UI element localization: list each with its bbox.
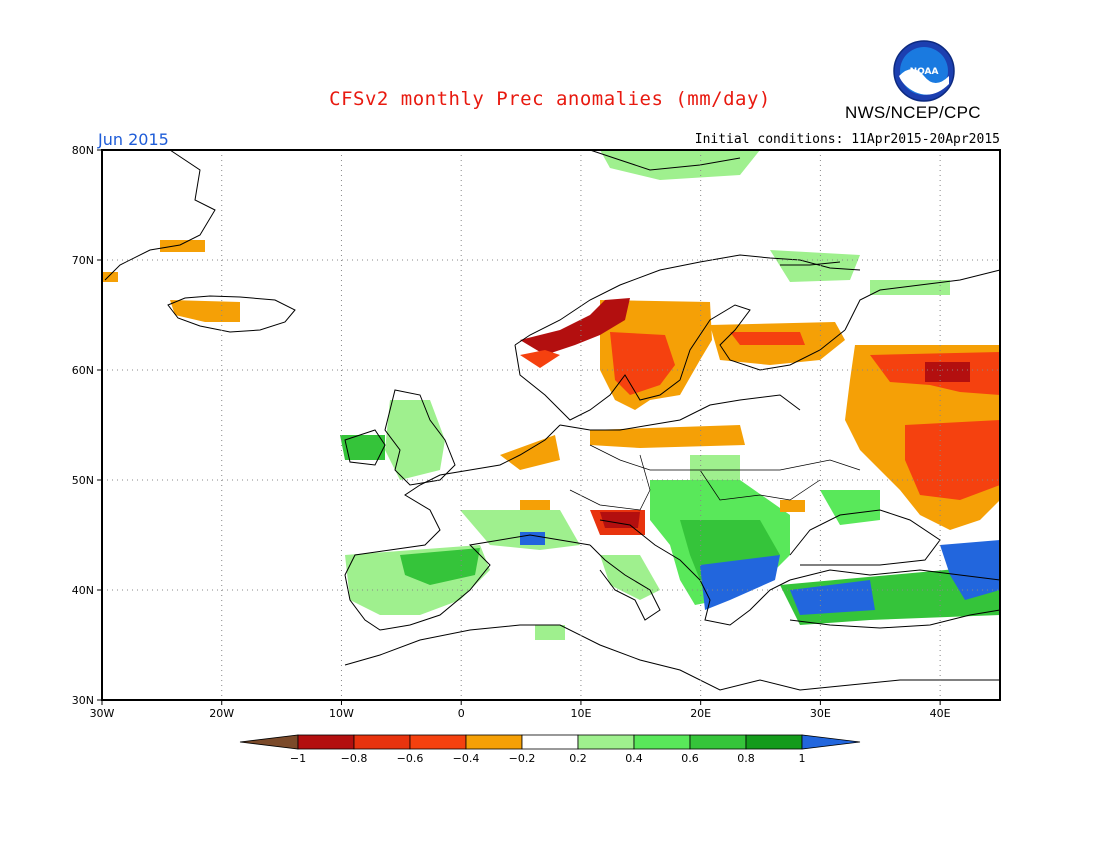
month-label: Jun 2015: [98, 130, 169, 149]
lat-tick-label: 50N: [72, 474, 94, 487]
lat-tick-label: 80N: [72, 144, 94, 157]
initial-conditions-label: Initial conditions: 11Apr2015-20Apr2015: [694, 132, 1000, 147]
noaa-logo-icon: NOAA: [893, 40, 955, 102]
map-border: [101, 149, 1001, 701]
colorbar-swatch: [689, 734, 747, 750]
anomaly-patch-france: [460, 510, 580, 550]
colorbar-swatch: [745, 734, 803, 750]
anomaly-patch-ireland: [340, 435, 385, 460]
lon-tick-label: 30W: [90, 707, 115, 720]
anomaly-patch-iceland: [170, 300, 240, 322]
lon-tick-label: 20W: [209, 707, 234, 720]
lon-tick-label: 10W: [329, 707, 354, 720]
colorbar-label: 1: [799, 752, 806, 765]
colorbar-label: −0.2: [509, 752, 536, 765]
map-frame: [101, 149, 1001, 701]
lon-tick-label: 30E: [810, 707, 831, 720]
colorbar-swatch: [577, 734, 635, 750]
anomaly-patch-lowlands: [500, 435, 560, 470]
lat-tick-label: 70N: [72, 254, 94, 267]
axis-labels: 30N 40N 50N 60N 70N 80N 30W 20W 10W 0 10E 20E 30E 40E: [72, 144, 951, 720]
anomaly-patch-france-blue: [520, 532, 545, 545]
anomaly-fills: [103, 150, 1000, 640]
anomaly-patch-norway-red: [520, 350, 560, 368]
lon-tick-label: 0: [458, 707, 465, 720]
lat-tick-label: 30N: [72, 694, 94, 707]
lon-tick-label: 10E: [570, 707, 591, 720]
colorbar-label: −0.6: [397, 752, 424, 765]
colorbar-label: 0.2: [569, 752, 587, 765]
anomaly-patch-black-sea-green: [820, 490, 880, 525]
anomaly-patch-po-orange: [520, 500, 550, 510]
colorbar-swatch: [353, 734, 411, 750]
anomaly-patch-greenland: [160, 240, 205, 252]
anomaly-patch-britain: [385, 400, 445, 480]
logo-text: NOAA: [910, 67, 939, 77]
anomaly-patch-greece-blue: [700, 555, 780, 610]
colorbar-swatch: [633, 734, 691, 750]
colorbar-over-arrow: [801, 734, 861, 750]
colorbar-label: 0.4: [625, 752, 643, 765]
colorbar-swatch: [409, 734, 467, 750]
anomaly-patch-greenland-small: [103, 272, 118, 282]
colorbar-label: 0.8: [737, 752, 755, 765]
colorbar-label: 0.6: [681, 752, 699, 765]
anomaly-patch-sweden-red: [610, 332, 675, 395]
colorbar-under-arrow: [239, 734, 299, 750]
anomaly-patch-iberia-mid: [400, 548, 480, 585]
anomaly-patch-russia-darkred: [925, 362, 970, 382]
colorbar-label: −0.8: [341, 752, 368, 765]
anomaly-patch-turkey-blue: [790, 580, 875, 615]
anomaly-patch-kola: [770, 250, 860, 282]
colorbar-swatch: [521, 734, 579, 750]
map-title: CFSv2 monthly Prec anomalies (mm/day): [329, 88, 771, 110]
lat-tick-label: 60N: [72, 364, 94, 377]
anomaly-patch-norway-darkred: [520, 298, 630, 355]
lon-tick-label: 20E: [690, 707, 711, 720]
colorbar-label: −0.4: [453, 752, 480, 765]
anomaly-patch-ukraine: [690, 455, 740, 480]
anomaly-patch-caucasus-blue: [940, 540, 1000, 600]
anomaly-patch-tunisia: [535, 625, 565, 640]
anomaly-patch-central-orange: [590, 425, 745, 448]
colorbar-label: −1: [290, 752, 306, 765]
lat-tick-label: 40N: [72, 584, 94, 597]
coastlines: [104, 149, 1001, 691]
lon-tick-label: 40E: [930, 707, 951, 720]
graticule: [102, 150, 1000, 700]
org-label: NWS/NCEP/CPC: [845, 103, 981, 122]
anomaly-patch-romania-orange: [780, 500, 805, 512]
colorbar-swatch: [465, 734, 523, 750]
anomaly-patch-finland-red: [730, 332, 805, 345]
colorbar: −1 −0.8 −0.6 −0.4 −0.2 0.2 0.4 0.6 0.8 1: [239, 734, 861, 765]
colorbar-swatch: [297, 734, 355, 750]
anomaly-patch-svalbard: [600, 150, 760, 180]
anomaly-patch-russia-red: [905, 420, 1000, 500]
anomaly-patch-alps-dark: [600, 512, 640, 528]
